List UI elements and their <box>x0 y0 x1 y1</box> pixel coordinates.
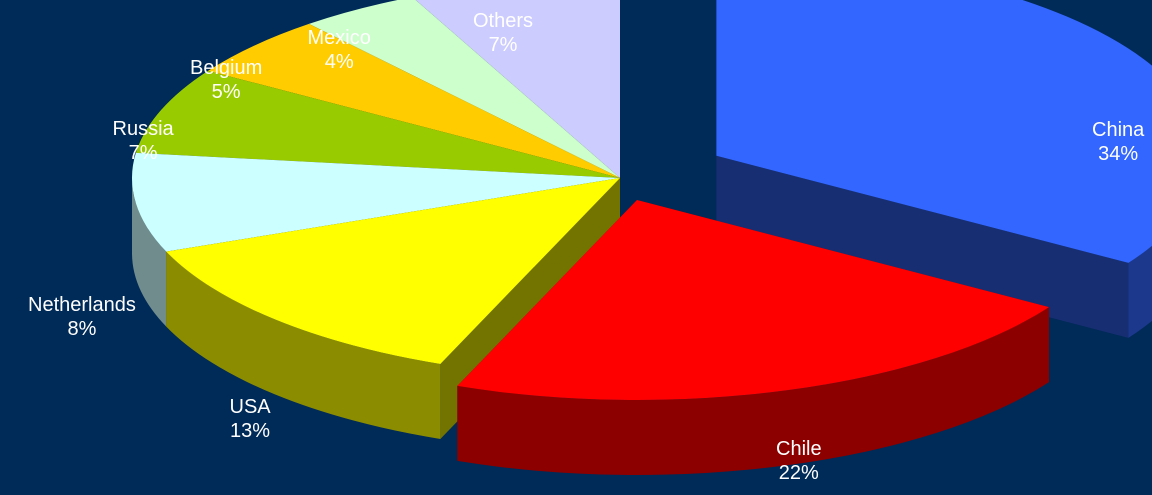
slice-label-mexico: Mexico 4% <box>308 26 371 74</box>
pie-slice-top <box>457 199 1050 400</box>
pie-slice-side <box>457 307 1050 475</box>
slice-percent: 22% <box>778 462 819 484</box>
slice-percent: 13% <box>230 420 271 442</box>
slice-name: Chile <box>776 438 822 460</box>
pie-slice-side <box>166 251 441 439</box>
pie-slice-top <box>716 0 1152 263</box>
pie-slice-top <box>415 0 620 178</box>
slice-name: Netherlands <box>28 294 136 316</box>
pie-slice-china <box>716 0 1152 338</box>
slice-label-belgium: Belgium 5% <box>190 56 262 104</box>
pie-slice-chile <box>457 199 1050 475</box>
slice-percent: 5% <box>211 81 241 103</box>
slice-percent: 7% <box>488 34 518 56</box>
slice-label-chile: Chile 22% <box>776 437 822 485</box>
pie-slice-side <box>132 178 167 327</box>
pie-slice-top <box>207 23 621 178</box>
slice-label-russia: Russia 7% <box>113 117 174 165</box>
slice-name: Russia <box>112 118 174 140</box>
slice-name: Others <box>473 10 534 32</box>
pie-slice-top <box>308 0 620 178</box>
pie-slice-wall <box>716 155 1129 338</box>
slice-name: China <box>1092 119 1145 141</box>
slice-label-netherlands: Netherlands 8% <box>28 293 136 341</box>
pie-slice-side <box>1128 245 1152 338</box>
pie-slice-top <box>132 152 620 252</box>
pie-slice-top <box>166 178 620 364</box>
slice-percent: 7% <box>128 142 158 164</box>
pie-slice-top <box>135 70 620 178</box>
slice-label-china: China 34% <box>1092 118 1144 166</box>
slice-name: Mexico <box>307 27 371 49</box>
slice-label-usa: USA 13% <box>230 395 271 443</box>
slice-percent: 8% <box>67 318 97 340</box>
pie-slice-usa <box>166 178 620 439</box>
slice-label-others: Others 7% <box>473 9 533 57</box>
slice-name: Belgium <box>190 57 263 79</box>
slice-percent: 34% <box>1098 143 1139 165</box>
slice-percent: 4% <box>324 51 354 73</box>
slice-name: USA <box>229 396 271 418</box>
